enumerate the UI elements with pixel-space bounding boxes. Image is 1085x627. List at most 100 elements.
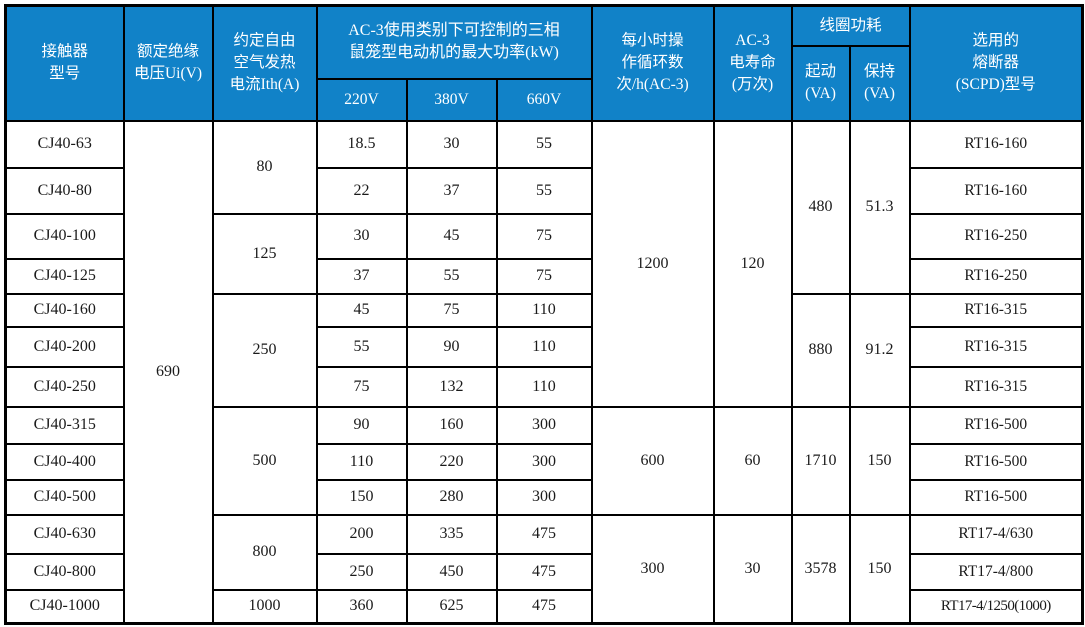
cell-ops-per-hour: 300 [590,513,715,625]
cell-power-220: 30 [315,212,408,260]
cell-model: CJ40-500 [4,478,125,516]
cell-scpd: RT16-160 [908,166,1084,215]
cell-electrical-life: 120 [712,119,793,408]
cell-scpd: RT16-250 [908,212,1084,260]
cell-thermal-current: 80 [211,119,318,215]
cell-power-660: 55 [495,166,593,215]
cell-power-220: 37 [315,257,408,295]
cell-model: CJ40-400 [4,442,125,481]
cell-scpd: RT16-160 [908,119,1084,169]
contactor-spec-table: 接触器 型号 额定绝缘 电压Ui(V) 约定自由 空气发热 电流Ith(A) A… [4,4,1085,625]
table-row: CJ40-125 37 55 75 RT16-250 [4,257,1084,295]
cell-model: CJ40-63 [4,119,125,169]
cell-power-380: 55 [405,257,498,295]
header-ac3-electrical-life: AC-3 电寿命 (万次) [712,4,793,122]
header-operating-cycles-per-hour: 每小时操 作循环数 次/h(AC-3) [590,4,715,122]
header-rated-insulation-voltage: 额定绝缘 电压Ui(V) [122,4,214,122]
cell-model: CJ40-315 [4,405,125,445]
cell-power-380: 75 [405,292,498,328]
cell-power-660: 475 [495,513,593,555]
cell-scpd: RT17-4/800 [908,552,1084,591]
cell-power-220: 250 [315,552,408,591]
cell-power-380: 220 [405,442,498,481]
header-coil-hold-va: 保持 (VA) [848,44,911,122]
cell-scpd: RT16-250 [908,257,1084,295]
header-voltage-380v: 380V [405,77,498,122]
cell-power-660: 300 [495,405,593,445]
cell-power-660: 300 [495,442,593,481]
cell-power-220: 90 [315,405,408,445]
table-row: CJ40-500 150 280 300 RT16-500 [4,478,1084,516]
cell-model: CJ40-200 [4,325,125,368]
cell-thermal-current: 125 [211,212,318,295]
cell-coil-hold: 150 [848,513,911,625]
header-fuse-scpd-model: 选用的 熔断器 (SCPD)型号 [908,4,1084,122]
cell-power-380: 280 [405,478,498,516]
header-voltage-660v: 660V [495,77,593,122]
cell-scpd: RT16-500 [908,405,1084,445]
cell-scpd: RT16-500 [908,478,1084,516]
header-voltage-220v: 220V [315,77,408,122]
cell-power-660: 475 [495,552,593,591]
cell-power-220: 22 [315,166,408,215]
cell-power-380: 335 [405,513,498,555]
cell-power-220: 55 [315,325,408,368]
cell-power-660: 110 [495,325,593,368]
cell-model: CJ40-125 [4,257,125,295]
header-coil-start-va: 起动 (VA) [790,44,851,122]
cell-power-220: 110 [315,442,408,481]
cell-model: CJ40-250 [4,365,125,408]
header-contactor-model: 接触器 型号 [4,4,125,122]
cell-scpd: RT16-315 [908,325,1084,368]
table-row: CJ40-63 690 80 18.5 30 55 1200 120 480 5… [4,119,1084,625]
cell-power-660: 475 [495,588,593,625]
cell-thermal-current: 800 [211,513,318,591]
cell-power-220: 360 [315,588,408,625]
cell-power-380: 132 [405,365,498,408]
cell-model: CJ40-630 [4,513,125,555]
cell-power-220: 150 [315,478,408,516]
cell-thermal-current: 500 [211,405,318,516]
cell-coil-hold: 150 [848,405,911,516]
cell-power-220: 18.5 [315,119,408,169]
cell-power-380: 450 [405,552,498,591]
header-conventional-thermal-current: 约定自由 空气发热 电流Ith(A) [211,4,318,122]
cell-power-660: 55 [495,119,593,169]
table-row: CJ40-1000 1000 360 625 475 RT17-4/1250(1… [4,588,1084,625]
cell-power-380: 37 [405,166,498,215]
cell-scpd: RT16-500 [908,442,1084,481]
table-row: CJ40-800 250 450 475 RT17-4/800 [4,552,1084,591]
cell-scpd: RT17-4/1250(1000) [908,588,1084,625]
header-coil-power: 线圈功耗 [790,4,911,47]
cell-thermal-current: 1000 [211,588,318,625]
cell-power-220: 75 [315,365,408,408]
cell-electrical-life: 30 [712,513,793,625]
table-row: CJ40-200 55 90 110 RT16-315 [4,325,1084,368]
cell-model: CJ40-100 [4,212,125,260]
cell-ops-per-hour: 1200 [590,119,715,408]
cell-power-660: 75 [495,212,593,260]
header-row-3: 220V 380V 660V [6,77,1083,122]
cell-thermal-current: 250 [211,292,318,408]
table-header: 接触器 型号 额定绝缘 电压Ui(V) 约定自由 空气发热 电流Ith(A) A… [4,4,1084,122]
cell-scpd: RT16-315 [908,365,1084,408]
cell-power-220: 200 [315,513,408,555]
cell-power-220: 45 [315,292,408,328]
cell-power-660: 110 [495,365,593,408]
cell-model: CJ40-800 [4,552,125,591]
table-row: CJ40-100 125 30 45 75 RT16-250 [4,212,1084,295]
cell-power-380: 30 [405,119,498,169]
table-row: CJ40-160 250 45 75 110 880 91.2 RT16-315 [4,292,1084,408]
table-row: CJ40-630 800 200 335 475 300 30 3578 150… [4,513,1084,625]
table-row: CJ40-80 22 37 55 RT16-160 [4,166,1084,215]
table-row: CJ40-315 500 90 160 300 600 60 1710 150 … [4,405,1084,516]
cell-power-660: 300 [495,478,593,516]
cell-electrical-life: 60 [712,405,793,516]
cell-power-380: 160 [405,405,498,445]
table-row: CJ40-250 75 132 110 RT16-315 [4,365,1084,408]
header-row-2: 起动 (VA) 保持 (VA) [6,44,1083,122]
table-body: CJ40-63 690 80 18.5 30 55 1200 120 480 5… [4,119,1084,625]
cell-coil-hold: 91.2 [848,292,911,408]
cell-scpd: RT16-315 [908,292,1084,328]
